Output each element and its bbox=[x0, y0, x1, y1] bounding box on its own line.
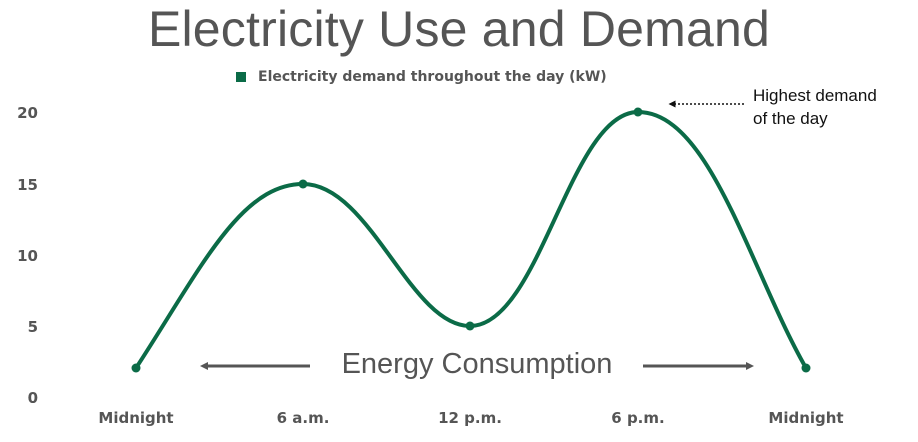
x-tick-12pm: 12 p.m. bbox=[438, 409, 502, 427]
data-point-6pm[interactable] bbox=[633, 107, 643, 117]
series-line bbox=[134, 109, 808, 370]
y-tick-10: 10 bbox=[17, 247, 38, 265]
chart-title: Electricity Use and Demand bbox=[147, 1, 771, 57]
data-point-6am[interactable] bbox=[298, 179, 308, 189]
x-tick-6am: 6 a.m. bbox=[276, 409, 330, 427]
peak-annotation-line2: of the day bbox=[753, 109, 828, 128]
y-tick-20: 20 bbox=[17, 104, 38, 122]
x-tick-midnight-end: Midnight bbox=[768, 409, 844, 427]
x-tick-6pm: 6 p.m. bbox=[611, 409, 665, 427]
legend: Electricity demand throughout the day (k… bbox=[236, 69, 607, 85]
y-tick-5: 5 bbox=[27, 318, 38, 336]
y-tick-15: 15 bbox=[17, 176, 38, 194]
data-point-midnight-start[interactable] bbox=[131, 363, 141, 373]
legend-label: Electricity demand throughout the day (k… bbox=[258, 69, 607, 85]
peak-annotation-line1: Highest demand bbox=[753, 86, 877, 105]
data-point-midnight-end[interactable] bbox=[801, 363, 811, 373]
x-tick-midnight-start: Midnight bbox=[98, 409, 174, 427]
energy-consumption-label: Energy Consumption bbox=[341, 348, 613, 380]
peak-annotation: Highest demand of the day bbox=[753, 84, 877, 130]
legend-swatch-icon bbox=[236, 72, 246, 82]
data-point-12pm[interactable] bbox=[465, 321, 475, 331]
y-tick-0: 0 bbox=[27, 389, 38, 407]
